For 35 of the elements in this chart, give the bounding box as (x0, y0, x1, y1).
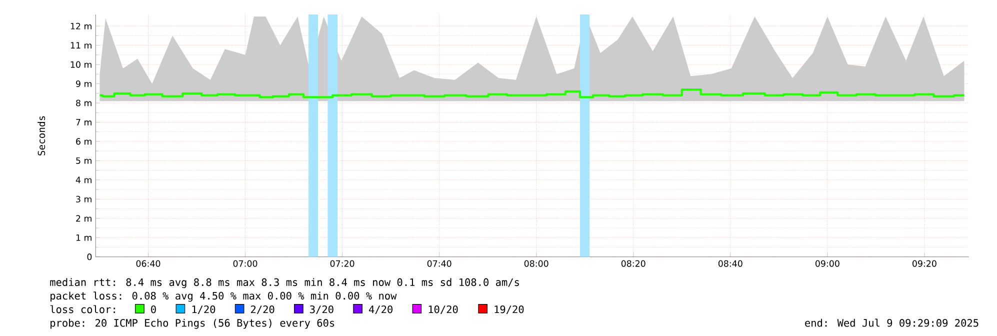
text: packet loss: 0.08 % avg 4.50 % max 0.00 % min 0.00 % now (50, 291, 397, 302)
legend-label: 3/20 (310, 305, 334, 314)
x-tick-label: 09:20 (912, 260, 936, 267)
x-tick-label: 07:20 (330, 260, 354, 267)
y-tick-label: 11 m (70, 42, 92, 48)
x-tick-label: 09:00 (815, 260, 840, 267)
legend-label: 4/20 (369, 305, 392, 314)
x-tick-label: 08:00 (524, 260, 548, 267)
legend-label: 0 (151, 305, 156, 314)
x-tick-label: 07:40 (427, 260, 452, 267)
text: probe: 20 ICMP Echo Pings (56 Bytes) every 60s (50, 318, 334, 329)
text: median rtt: 8.4 ms avg 8.8 ms max 8.3 ms min 8.4 ms now 0.1 ms sd 108.0 am/s (50, 278, 519, 288)
legend-title: loss color: (50, 305, 115, 314)
legend-label: 2/20 (251, 305, 274, 314)
y-tick-label: 3 m (76, 196, 92, 202)
y-tick-label: 0 (87, 253, 92, 260)
legend-label: 10/20 (428, 305, 458, 314)
y-axis-title: Seconds (38, 116, 46, 156)
y-tick-label: 7 m (76, 118, 92, 126)
y-tick-label: 10 m (70, 61, 92, 68)
y-tick-label: 9 m (76, 80, 92, 87)
x-tick-label: 08:20 (621, 260, 646, 267)
x-tick-label: 07:00 (233, 260, 258, 267)
legend-label: 1/20 (192, 305, 216, 314)
x-tick-label: 08:40 (718, 260, 742, 267)
text: end: Wed Jul 9 09:29:09 2025 (805, 318, 978, 327)
y-tick-label: 8 m (76, 100, 92, 106)
y-tick-label: 2 m (76, 214, 92, 222)
legend-label: 19/20 (494, 305, 524, 314)
y-tick-label: 4 m (76, 176, 92, 183)
y-tick-label: 6 m (76, 138, 92, 145)
y-tick-label: 12 m (70, 22, 92, 30)
y-tick-label: 1 m (76, 234, 92, 241)
y-tick-label: 5 m (76, 157, 92, 164)
x-tick-label: 06:40 (136, 260, 160, 267)
